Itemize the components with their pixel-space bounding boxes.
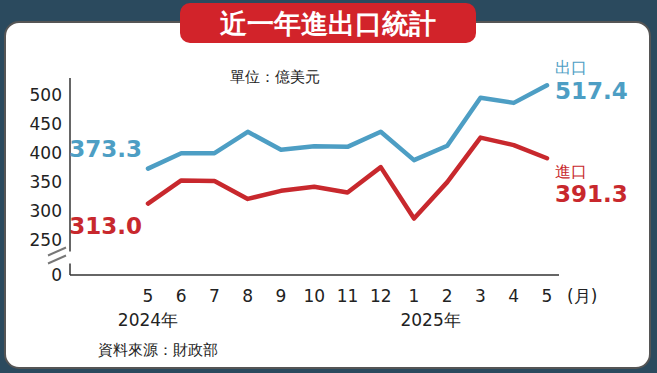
y-tick-label: 400 xyxy=(30,143,62,163)
x-tick-label: 4 xyxy=(508,286,519,306)
x-tick-label: 2 xyxy=(442,286,453,306)
series-line xyxy=(148,138,547,219)
data-label: 391.3 xyxy=(555,181,628,207)
x-axis xyxy=(70,274,559,276)
x-tick-label: 12 xyxy=(370,286,392,306)
legend-label: 進口 xyxy=(555,162,587,181)
x-group-label: 2024年 xyxy=(118,310,178,330)
data-label: 313.0 xyxy=(69,213,142,239)
frame xyxy=(5,22,650,368)
x-tick-label: 5 xyxy=(143,286,154,306)
x-axis-label: (月) xyxy=(567,286,597,306)
title: 近一年進出口統計 xyxy=(220,8,436,39)
x-tick-label: 10 xyxy=(303,286,325,306)
y-tick-label: 500 xyxy=(30,85,62,105)
legend-label: 出口 xyxy=(555,58,587,77)
series-line xyxy=(148,85,547,168)
x-tick-label: 3 xyxy=(475,286,486,306)
y-tick-label: 350 xyxy=(30,172,62,192)
x-group-label: 2025年 xyxy=(400,310,460,330)
y-tick-label: 450 xyxy=(30,114,62,134)
x-tick-label: 7 xyxy=(209,286,220,306)
subtitle: 單位：億美元 xyxy=(230,68,320,86)
x-tick-label: 5 xyxy=(542,286,553,306)
y-axis xyxy=(69,264,71,276)
plot-area xyxy=(148,85,547,218)
x-tick-label: 11 xyxy=(337,286,359,306)
y-tick-label: 0 xyxy=(51,265,62,285)
data-label: 373.3 xyxy=(69,136,142,162)
x-tick-label: 9 xyxy=(276,286,287,306)
data-label: 517.4 xyxy=(555,78,628,104)
chart: 近一年進出口統計單位：億美元 0 250 300 350 400 450 500 5 6 7 8 9 10… xyxy=(0,0,657,373)
x-tick-label: 6 xyxy=(176,286,187,306)
axis-break xyxy=(48,256,66,264)
y-tick-label: 300 xyxy=(30,201,62,221)
source: 資料來源：財政部 xyxy=(98,341,218,359)
x-tick-label: 8 xyxy=(242,286,253,306)
title-banner xyxy=(180,3,476,43)
x-tick-label: 1 xyxy=(409,286,420,306)
y-tick-label: 250 xyxy=(30,230,62,250)
